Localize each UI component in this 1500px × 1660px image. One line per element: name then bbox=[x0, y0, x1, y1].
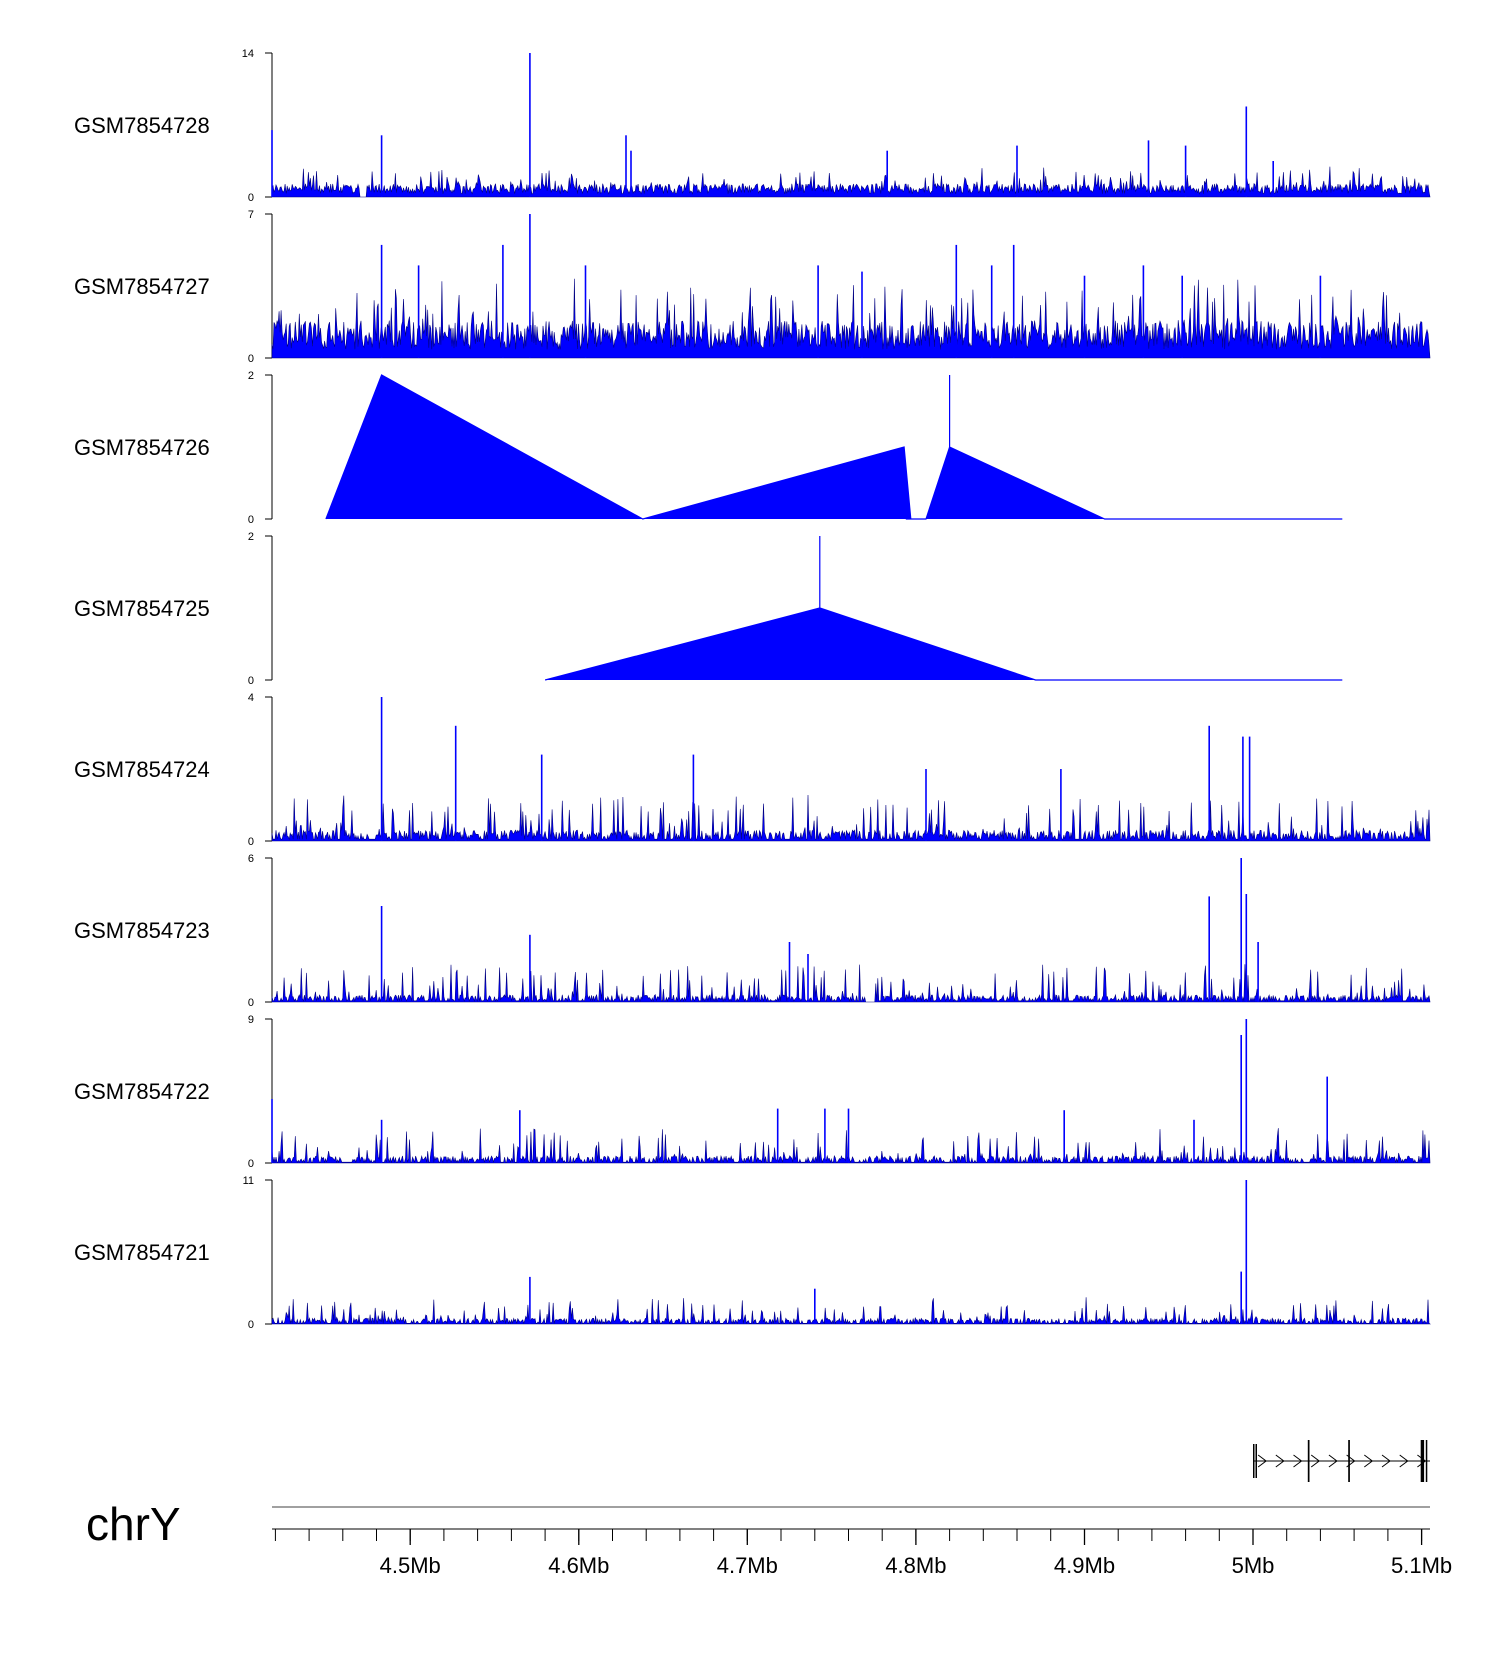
strand-arrow bbox=[1310, 1454, 1321, 1468]
gene-annotation-track bbox=[1253, 1440, 1430, 1482]
signal-area bbox=[271, 794, 1431, 842]
track-label: GSM7854721 bbox=[74, 1240, 210, 1265]
y-tick-max-label: 11 bbox=[243, 1175, 254, 1187]
track-GSM7854726: GSM7854726 2 0 bbox=[74, 370, 1343, 526]
track-GSM7854728: GSM7854728 14 0 bbox=[74, 48, 1431, 204]
signal-area bbox=[544, 536, 1343, 681]
track-GSM7854725: GSM7854725 2 0 bbox=[74, 531, 1343, 687]
track-label: GSM7854727 bbox=[74, 274, 210, 299]
track-label: GSM7854726 bbox=[74, 435, 210, 460]
y-tick-max-label: 14 bbox=[242, 48, 254, 60]
y-tick-min-label: 0 bbox=[248, 675, 254, 687]
y-tick-min-label: 0 bbox=[248, 353, 254, 365]
y-tick-max-label: 9 bbox=[248, 1014, 254, 1026]
signal-tracks: GSM7854728140GSM785472770GSM785472620GSM… bbox=[74, 48, 1431, 1331]
y-tick-min-label: 0 bbox=[248, 192, 254, 204]
gene-exon bbox=[1255, 1444, 1257, 1478]
strand-arrow bbox=[1399, 1454, 1409, 1468]
y-tick-max-label: 2 bbox=[248, 370, 254, 382]
gene-exon bbox=[1348, 1440, 1350, 1482]
track-label: GSM7854725 bbox=[74, 596, 210, 621]
track-GSM7854722: GSM7854722 9 0 bbox=[74, 1014, 1431, 1170]
strand-arrow bbox=[1257, 1454, 1267, 1468]
x-tick-label: 4.8Mb bbox=[885, 1553, 946, 1578]
y-tick-max-label: 4 bbox=[248, 692, 254, 704]
track-label: GSM7854728 bbox=[74, 113, 210, 138]
signal-area bbox=[271, 166, 1431, 198]
strand-arrow bbox=[1364, 1454, 1374, 1468]
signal-area bbox=[271, 278, 1431, 359]
gene-exon bbox=[1420, 1440, 1425, 1482]
track-GSM7854721: GSM7854721 11 0 bbox=[74, 1175, 1431, 1331]
signal-area bbox=[271, 964, 1431, 1003]
x-tick-label: 5.1Mb bbox=[1391, 1553, 1452, 1578]
y-tick-min-label: 0 bbox=[248, 1158, 254, 1170]
gene-exon bbox=[1425, 1440, 1428, 1482]
strand-arrow bbox=[1417, 1454, 1427, 1468]
y-tick-min-label: 0 bbox=[248, 836, 254, 848]
strand-arrow bbox=[1328, 1454, 1338, 1468]
x-tick-label: 5Mb bbox=[1232, 1553, 1275, 1578]
track-label: GSM7854723 bbox=[74, 918, 210, 943]
genome-axis: 4.5Mb 4.6Mb 4.7Mb 4.8Mb 4.9Mb 5Mb 5.1Mb bbox=[272, 1528, 1452, 1578]
gene-exon bbox=[1253, 1444, 1255, 1478]
signal-area bbox=[325, 374, 1343, 520]
y-tick-min-label: 0 bbox=[248, 997, 254, 1009]
track-GSM7854724: GSM7854724 4 0 bbox=[74, 692, 1431, 848]
y-tick-max-label: 2 bbox=[248, 531, 254, 543]
x-tick-label: 4.5Mb bbox=[380, 1553, 441, 1578]
strand-arrow bbox=[1293, 1454, 1303, 1468]
chromosome-label: chrY bbox=[86, 1498, 181, 1550]
strand-arrow bbox=[1381, 1454, 1391, 1468]
y-tick-min-label: 0 bbox=[248, 1319, 254, 1331]
y-tick-max-label: 7 bbox=[248, 209, 254, 221]
y-tick-max-label: 6 bbox=[248, 853, 254, 865]
y-tick-min-label: 0 bbox=[248, 514, 254, 526]
x-tick-label: 4.9Mb bbox=[1054, 1553, 1115, 1578]
strand-arrow bbox=[1275, 1454, 1285, 1468]
signal-area bbox=[271, 1297, 1431, 1325]
track-GSM7854723: GSM7854723 6 0 bbox=[74, 853, 1431, 1009]
x-tick-label: 4.6Mb bbox=[548, 1553, 609, 1578]
gene-exon bbox=[1307, 1440, 1310, 1482]
track-label: GSM7854722 bbox=[74, 1079, 210, 1104]
track-GSM7854727: GSM7854727 7 0 bbox=[74, 209, 1431, 365]
signal-area bbox=[271, 1128, 1431, 1164]
track-label: GSM7854724 bbox=[74, 757, 210, 782]
x-tick-label: 4.7Mb bbox=[717, 1553, 778, 1578]
